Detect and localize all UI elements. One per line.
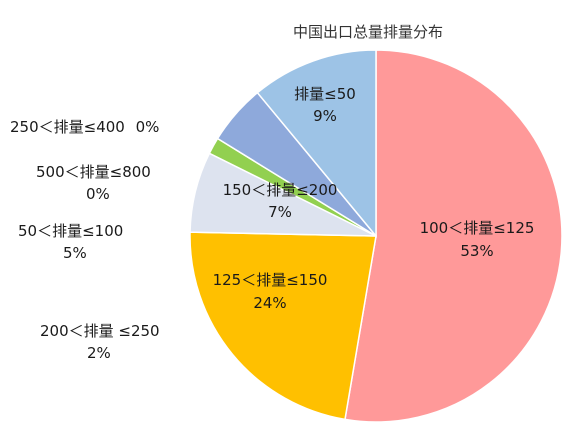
label-500-800: 500＜排量≤800 — [36, 163, 151, 181]
chart-title: 中国出口总量排量分布 — [293, 23, 443, 41]
label-100-125: 100＜排量≤125 — [420, 219, 535, 237]
value-200-250: 2% — [87, 344, 111, 362]
label-150-200: 150＜排量≤200 — [223, 181, 338, 199]
label-200-250: 200＜排量 ≤250 — [40, 322, 160, 340]
value-500-800: 0% — [86, 185, 110, 203]
label-250-400-text: 250＜排量≤400 — [10, 118, 125, 136]
value-50-or-less: 9% — [313, 107, 337, 125]
label-50-100: 50＜排量≤100 — [18, 222, 123, 240]
value-100-125: 53% — [460, 242, 493, 260]
value-250-400: 0% — [136, 118, 160, 136]
label-125-150: 125＜排量≤150 — [213, 271, 328, 289]
value-150-200: 7% — [268, 203, 292, 221]
pie-slices — [189, 49, 563, 423]
slice-100-125 — [344, 49, 563, 423]
value-125-150: 24% — [253, 294, 286, 312]
slice-50-or-less — [256, 49, 377, 239]
label-250-400: 250＜排量≤400 0% — [10, 118, 159, 136]
value-50-100: 5% — [63, 244, 87, 262]
slice-125-150 — [189, 231, 377, 421]
label-50-or-less: 排量≤50 — [294, 85, 356, 103]
